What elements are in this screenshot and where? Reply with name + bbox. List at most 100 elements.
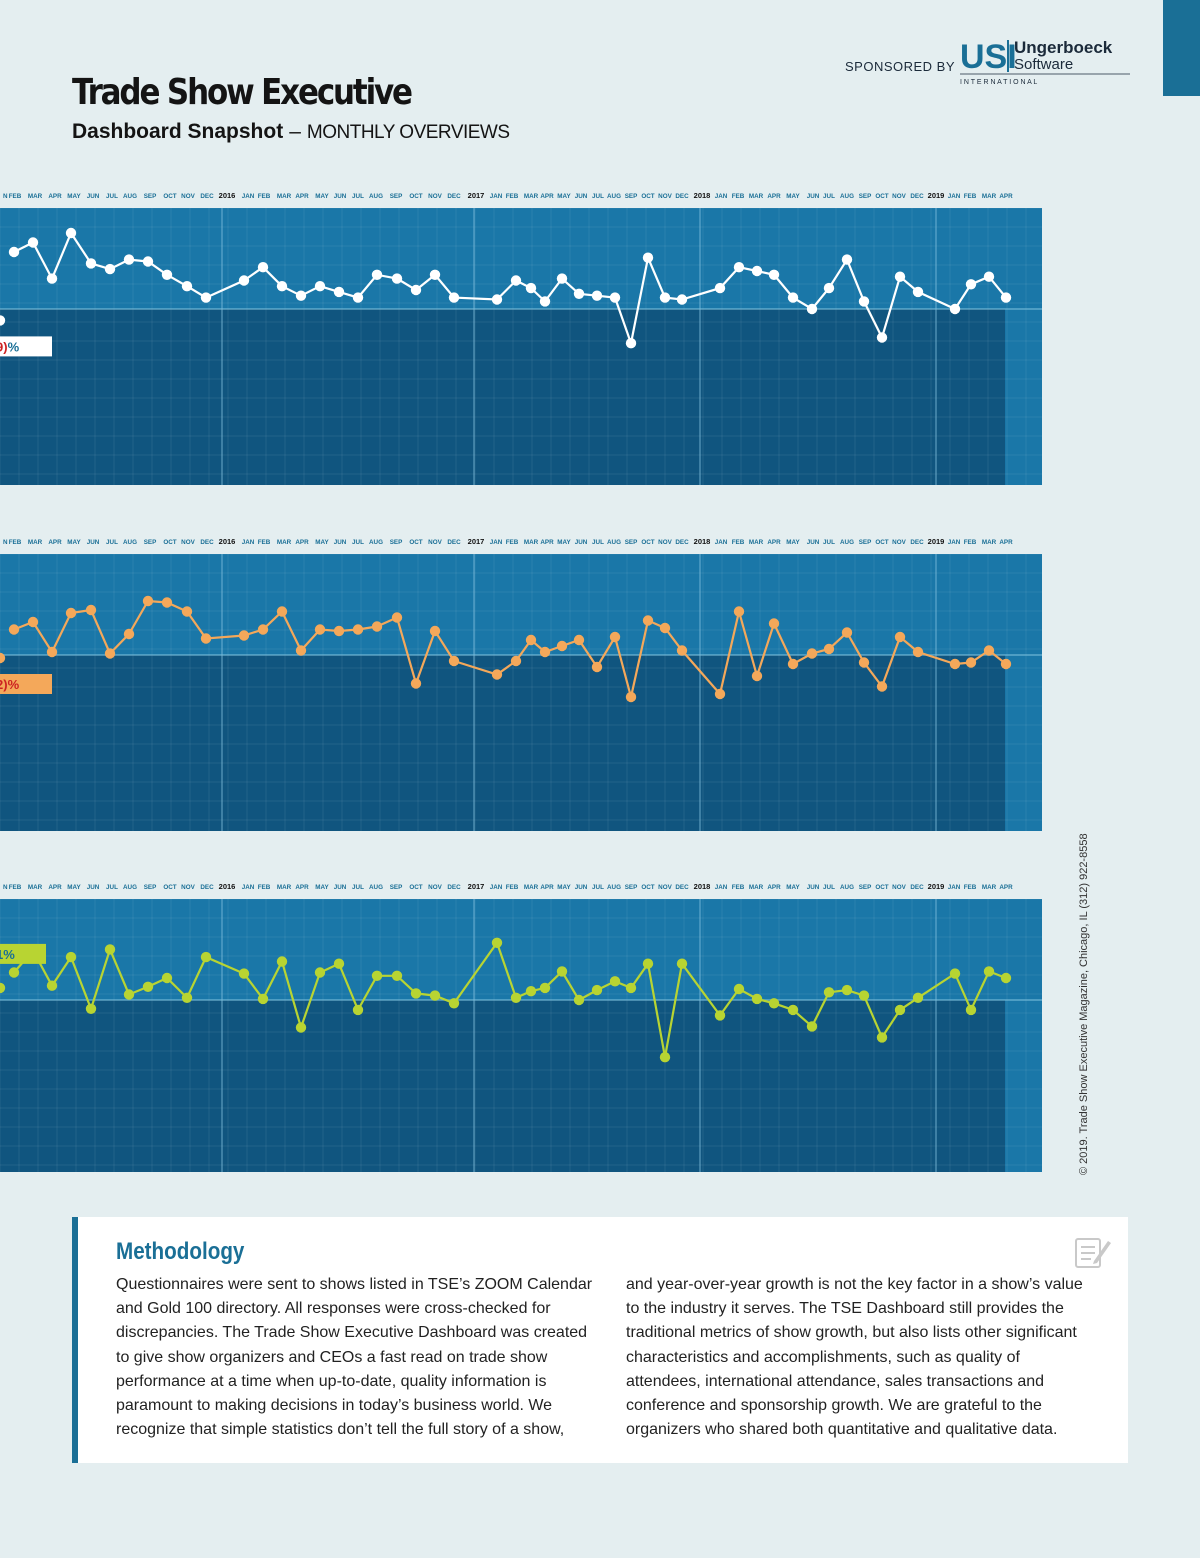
data-point	[642, 252, 654, 263]
month-label: APR	[295, 193, 309, 200]
month-label: JAN	[490, 539, 503, 546]
data-point	[448, 292, 460, 303]
data-point	[625, 338, 637, 349]
month-label: FEB	[964, 193, 977, 200]
month-label: SEP	[144, 193, 157, 200]
data-point	[295, 290, 307, 301]
data-point	[429, 625, 441, 637]
data-point	[429, 269, 441, 280]
magazine-title: Trade Show Executive	[72, 72, 413, 113]
data-point	[556, 273, 568, 284]
data-point	[0, 652, 6, 664]
month-label: APR	[48, 193, 62, 200]
month-label: MAR	[982, 539, 997, 546]
data-point	[858, 296, 870, 307]
month-label: APR	[767, 193, 781, 200]
data-point	[27, 237, 39, 248]
month-label: NOV	[428, 539, 442, 546]
month-label: OCT	[875, 884, 888, 891]
month-label: AUG	[369, 193, 383, 200]
callout-number: 1.1	[0, 947, 3, 962]
month-label: MAR	[524, 884, 539, 891]
month-label: JUN	[334, 884, 347, 891]
data-point	[410, 284, 422, 296]
data-point	[841, 984, 853, 996]
data-point	[238, 630, 250, 641]
data-point	[642, 958, 654, 969]
month-label: JUL	[352, 884, 364, 891]
month-label: MAY	[315, 884, 329, 891]
year-label: 2017	[468, 537, 485, 546]
month-label: SEP	[859, 884, 872, 891]
subtitle: Dashboard Snapshot	[72, 120, 284, 143]
month-label: JUL	[823, 539, 835, 546]
data-point	[257, 624, 269, 635]
data-point	[625, 691, 637, 703]
month-label: AUG	[369, 539, 383, 546]
chart-1: N FEB MAR APR MAY JUN JUL AUG SEP OCT NOV DEC 2016 JA…	[0, 188, 1042, 486]
data-point	[768, 269, 780, 280]
month-label: MAY	[315, 539, 329, 546]
month-label: OCT	[875, 193, 888, 200]
data-point	[352, 1004, 364, 1016]
chart-2: N FEB MAR APR MAY JUN JUL AUG SEP OCT NOV DEC 2016 JA…	[0, 534, 1042, 832]
month-label: MAR	[749, 884, 764, 891]
data-point	[787, 658, 799, 670]
data-point	[894, 1004, 906, 1016]
data-point	[8, 967, 20, 978]
month-label: DEC	[447, 539, 461, 546]
month-label: N	[3, 884, 8, 891]
data-point	[123, 254, 135, 265]
callout-number: (0.9)	[0, 339, 8, 354]
year-label: 2017	[468, 882, 485, 891]
year-label: 2018	[694, 537, 711, 546]
data-point	[823, 282, 835, 294]
month-label: JAN	[715, 539, 728, 546]
month-label: AUG	[123, 539, 137, 546]
month-label: MAR	[277, 884, 292, 891]
data-point	[1000, 292, 1012, 303]
month-label: DEC	[200, 884, 214, 891]
month-label: MAR	[524, 539, 539, 546]
month-label: JUL	[592, 193, 604, 200]
month-label: JUL	[106, 193, 118, 200]
corner-tab	[1163, 0, 1200, 96]
data-point	[371, 269, 383, 280]
data-point	[276, 606, 288, 617]
data-point	[573, 994, 585, 1006]
month-label: APR	[295, 884, 309, 891]
data-point	[161, 972, 173, 984]
month-label: JAN	[715, 193, 728, 200]
month-label: MAY	[557, 193, 571, 200]
month-label: SEP	[625, 884, 638, 891]
month-label: AUG	[607, 539, 621, 546]
data-point	[823, 643, 835, 655]
month-label: JAN	[490, 193, 503, 200]
month-label: JUN	[334, 539, 347, 546]
data-point	[46, 646, 58, 658]
month-label: APR	[48, 539, 62, 546]
month-label: MAY	[67, 884, 81, 891]
month-label: NOV	[181, 884, 195, 891]
year-label: 2019	[928, 537, 945, 546]
month-label: OCT	[875, 539, 888, 546]
callout-unit: %	[8, 677, 20, 692]
month-label: DEC	[675, 539, 689, 546]
data-point	[8, 246, 20, 258]
data-point	[333, 958, 345, 969]
callout-box	[0, 336, 52, 357]
data-point	[85, 604, 97, 616]
data-point	[371, 970, 383, 981]
data-point	[181, 281, 193, 292]
data-point	[200, 951, 212, 963]
month-label: MAY	[557, 884, 571, 891]
month-label: FEB	[506, 193, 519, 200]
month-label: MAY	[786, 193, 800, 200]
data-point	[525, 282, 537, 294]
month-label: MAR	[28, 884, 43, 891]
month-label: SEP	[390, 539, 403, 546]
month-label: APR	[295, 539, 309, 546]
notepad-pen-icon	[1075, 1238, 1111, 1268]
data-point	[371, 621, 383, 632]
month-label: AUG	[123, 193, 137, 200]
